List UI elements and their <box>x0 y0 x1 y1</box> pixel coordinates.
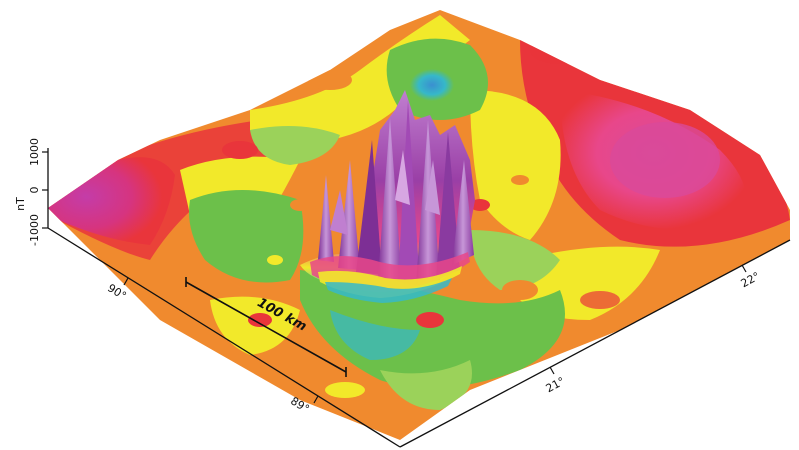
central-anomaly-spires <box>300 90 475 303</box>
vertical-nt-axis: 1000 0 -1000 nT <box>14 138 49 246</box>
nt-tick-middle: 0 <box>28 187 41 194</box>
latitude-tick-21: 21° <box>544 375 567 396</box>
base-frame <box>47 227 791 448</box>
nt-axis-label: nT <box>14 197 27 211</box>
nt-tick-bottom: -1000 <box>28 214 41 246</box>
nt-tick-top: 1000 <box>28 138 41 166</box>
latitude-tick-22: 22° <box>739 270 762 291</box>
